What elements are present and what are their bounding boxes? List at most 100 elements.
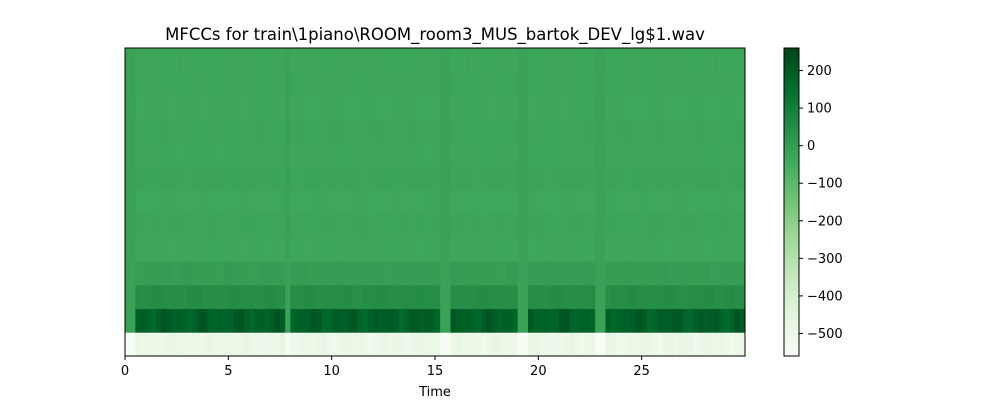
heatmap-cell xyxy=(176,284,183,310)
heatmap-cell xyxy=(280,95,286,120)
heatmap-cell xyxy=(553,95,560,120)
heatmap-cell xyxy=(466,142,472,167)
heatmap-cell xyxy=(367,308,374,333)
heatmap-cell xyxy=(295,261,302,286)
heatmap-cell xyxy=(646,284,653,310)
heatmap-cell xyxy=(388,332,395,357)
heatmap-cell xyxy=(362,71,369,96)
heatmap-cell xyxy=(708,71,715,96)
heatmap-cell xyxy=(538,119,544,144)
heatmap-cell xyxy=(714,284,720,310)
heatmap-cell xyxy=(404,142,410,167)
heatmap-cell xyxy=(145,332,152,357)
heatmap-cell xyxy=(352,166,358,191)
heatmap-cell xyxy=(367,166,374,191)
heatmap-cell xyxy=(600,119,606,144)
heatmap-cell xyxy=(181,213,188,238)
heatmap-cell xyxy=(646,119,653,144)
heatmap-cell xyxy=(311,284,317,310)
heatmap-cell xyxy=(404,190,410,215)
heatmap-cell xyxy=(150,142,157,167)
heatmap-cell xyxy=(517,48,524,73)
heatmap-cell xyxy=(657,332,663,357)
heatmap-cell xyxy=(419,166,426,191)
heatmap-cell xyxy=(460,142,467,167)
heatmap-cell xyxy=(419,284,426,310)
heatmap-cell xyxy=(393,142,400,167)
heatmap-cell xyxy=(373,166,379,191)
heatmap-cell xyxy=(233,190,240,215)
heatmap-cell xyxy=(698,213,705,238)
heatmap-cell xyxy=(259,261,265,286)
heatmap-cell xyxy=(610,190,617,215)
heatmap-cell xyxy=(615,119,622,144)
heatmap-cell xyxy=(595,308,601,333)
heatmap-cell xyxy=(533,48,539,73)
heatmap-cell xyxy=(714,166,720,191)
heatmap-cell xyxy=(533,142,539,167)
heatmap-cell xyxy=(378,95,384,120)
heatmap-cell xyxy=(641,48,648,73)
heatmap-cell xyxy=(729,48,736,73)
heatmap-cell xyxy=(378,48,384,73)
heatmap-cell xyxy=(285,119,291,144)
heatmap-cell xyxy=(693,119,699,144)
heatmap-cell xyxy=(569,332,575,357)
heatmap-cell xyxy=(218,284,224,310)
heatmap-cell xyxy=(352,237,358,262)
heatmap-cell xyxy=(150,48,157,73)
heatmap-cell xyxy=(491,48,498,73)
heatmap-cell xyxy=(543,142,550,167)
heatmap-cell xyxy=(223,166,229,191)
heatmap-cell xyxy=(357,95,364,120)
heatmap-cell xyxy=(125,213,131,238)
heatmap-cell xyxy=(497,48,503,73)
heatmap-cell xyxy=(393,284,400,310)
heatmap-cell xyxy=(130,166,136,191)
heatmap-cell xyxy=(605,48,612,73)
heatmap-cell xyxy=(336,332,343,357)
heatmap-cell xyxy=(342,284,348,310)
heatmap-cell xyxy=(285,237,291,262)
heatmap-cell xyxy=(347,71,353,96)
heatmap-cell xyxy=(398,166,405,191)
heatmap-cell xyxy=(677,284,684,310)
heatmap-cell xyxy=(207,119,214,144)
heatmap-cell xyxy=(388,95,395,120)
heatmap-cell xyxy=(212,190,219,215)
heatmap-cell xyxy=(259,166,265,191)
heatmap-cell xyxy=(636,332,643,357)
heatmap-cell xyxy=(631,261,637,286)
heatmap-cell xyxy=(610,261,617,286)
heatmap-cell xyxy=(378,308,384,333)
heatmap-cell xyxy=(140,284,147,310)
heatmap-cell xyxy=(192,119,198,144)
colorbar-tick-label: −400 xyxy=(807,289,843,304)
heatmap-cell xyxy=(615,190,622,215)
heatmap-cell xyxy=(135,48,141,73)
heatmap-cell xyxy=(646,190,653,215)
heatmap-cell xyxy=(218,48,224,73)
heatmap-cell xyxy=(414,95,420,120)
heatmap-cell xyxy=(424,213,431,238)
heatmap-cell xyxy=(264,237,271,262)
heatmap-cell xyxy=(626,48,632,73)
heatmap-cell xyxy=(646,48,653,73)
heatmap-cell xyxy=(497,284,503,310)
heatmap-cell xyxy=(145,261,152,286)
heatmap-cell xyxy=(347,95,353,120)
heatmap-cell xyxy=(445,284,451,310)
heatmap-cell xyxy=(352,261,358,286)
heatmap-cell xyxy=(683,48,689,73)
heatmap-cell xyxy=(311,95,317,120)
heatmap-cell xyxy=(321,142,327,167)
heatmap-cell xyxy=(171,71,178,96)
heatmap-cell xyxy=(610,71,617,96)
heatmap-cell xyxy=(466,308,472,333)
heatmap-cell xyxy=(724,48,730,73)
heatmap-cell xyxy=(435,237,441,262)
heatmap-cell xyxy=(192,166,198,191)
heatmap-cell xyxy=(548,332,555,357)
heatmap-cell xyxy=(207,332,214,357)
heatmap-cell xyxy=(548,284,555,310)
